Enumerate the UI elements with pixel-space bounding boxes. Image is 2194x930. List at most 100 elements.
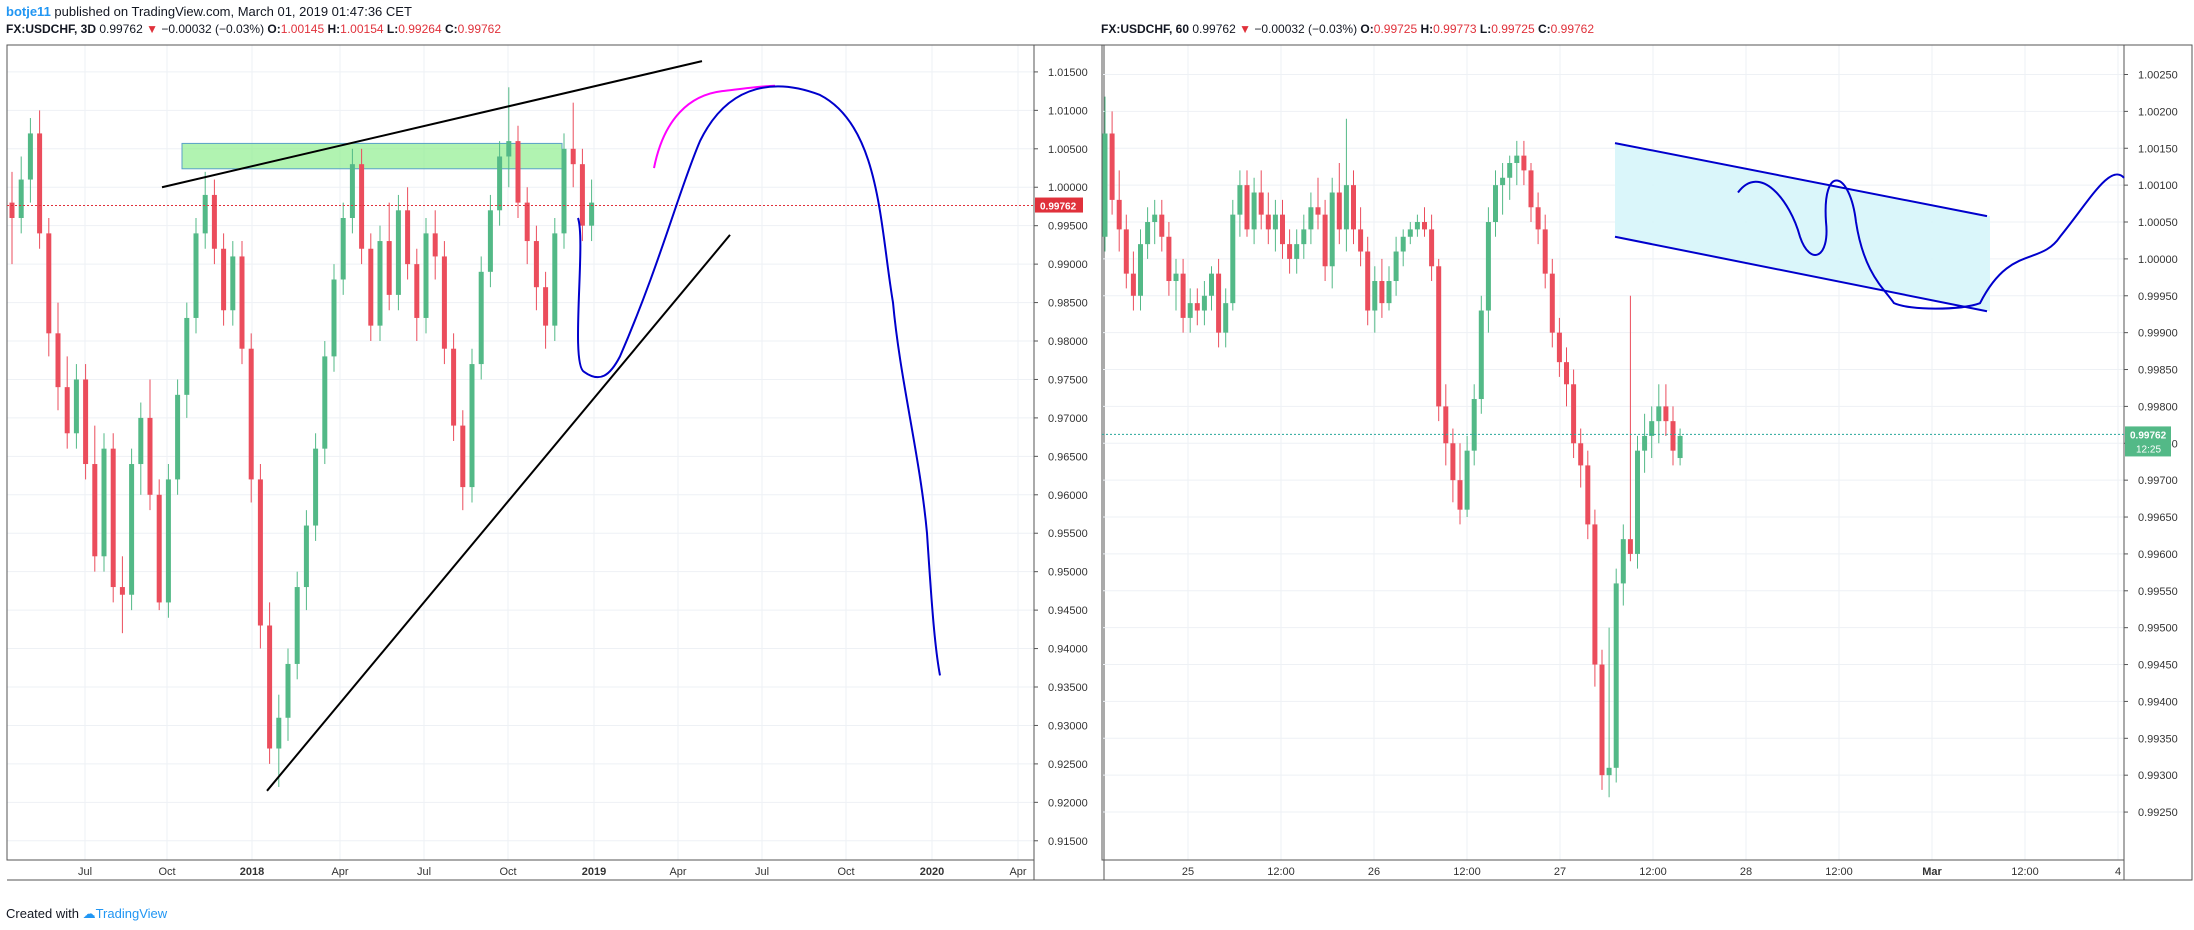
candle-body: [1599, 664, 1605, 776]
candle-body: [1386, 281, 1392, 304]
candle-body: [1209, 273, 1214, 296]
candle-body: [322, 356, 328, 449]
author-link[interactable]: botje11: [6, 4, 51, 19]
candle-body: [1315, 207, 1321, 215]
candle-body: [405, 210, 411, 265]
candle-body: [1280, 214, 1285, 245]
candle-body: [1549, 273, 1555, 333]
candle-body: [313, 448, 319, 526]
candle-body: [487, 210, 493, 272]
y-tick-label: 0.99850: [2138, 365, 2178, 377]
y-tick-label: 0.92500: [1048, 759, 1088, 771]
candle-body: [570, 148, 576, 165]
candle-body: [1379, 281, 1385, 304]
y-tick-label: 0.99650: [2138, 512, 2178, 524]
candle-body: [193, 233, 199, 318]
candle-body: [276, 717, 282, 749]
candle-body: [395, 210, 401, 295]
y-tick-label: 0.99500: [2138, 623, 2178, 635]
candle-body: [1301, 229, 1307, 245]
candle-body: [73, 379, 79, 434]
y-tick-label: 0.99800: [2138, 401, 2178, 413]
candle-body: [1564, 362, 1569, 385]
candle-body: [1635, 450, 1640, 554]
candle-body: [1613, 583, 1619, 768]
candle-body: [1677, 435, 1683, 459]
candle-body: [211, 194, 217, 249]
channel-lower-line: [1614, 235, 1988, 313]
candle-body: [349, 164, 355, 218]
candle-body: [294, 587, 300, 664]
right-open: 0.99725: [1373, 22, 1418, 36]
right-change: −0.00032 (−0.03%): [1254, 22, 1358, 36]
candle-body: [1343, 185, 1349, 230]
candle-body: [221, 248, 227, 311]
candle-body: [1457, 480, 1463, 510]
upper-trendline: [161, 60, 703, 189]
candle-body: [441, 256, 447, 349]
resistance-zone: [181, 142, 563, 170]
candle-body: [1201, 295, 1207, 311]
y-tick-label: 0.99300: [2138, 770, 2178, 782]
y-tick-label: 0.94500: [1048, 605, 1088, 617]
candle-body: [1372, 281, 1378, 311]
candle-body: [46, 233, 52, 334]
y-tick-label: 0.93000: [1048, 720, 1088, 732]
candle-body: [589, 202, 595, 226]
candle-body: [1535, 207, 1541, 230]
projection-path-magenta: [653, 84, 776, 169]
y-tick-label: 0.99000: [1048, 259, 1088, 271]
y-tick-label: 1.00200: [2138, 106, 2178, 118]
x-tick-label: 27: [1554, 866, 1566, 878]
y-tick-label: 0.98000: [1048, 336, 1088, 348]
y-tick-label: 1.01000: [1048, 105, 1088, 117]
y-tick-label: 1.00150: [2138, 143, 2178, 155]
candle-body: [119, 587, 125, 595]
candle-body: [1585, 465, 1591, 525]
y-tick-label: 0.99400: [2138, 696, 2178, 708]
x-tick-label: 12:00: [1825, 866, 1853, 878]
candle-body: [359, 164, 365, 249]
candle-body: [340, 217, 346, 280]
last-price-label: 0.99762: [1040, 202, 1077, 213]
candle-body: [138, 417, 144, 465]
candle-body: [1627, 539, 1633, 554]
down-arrow-icon: ▼: [146, 22, 158, 36]
x-tick-label: Apr: [1009, 866, 1026, 878]
y-tick-label: 0.98500: [1048, 298, 1088, 310]
candle-body: [524, 202, 530, 242]
y-tick-label: 1.00250: [2138, 70, 2178, 82]
y-tick-label: 0.99900: [2138, 328, 2178, 340]
tradingview-logo-icon[interactable]: ☁: [82, 906, 96, 921]
countdown-label: 12:25: [2136, 444, 2161, 455]
x-tick-label: 12:00: [1267, 866, 1295, 878]
y-tick-label: 0.91500: [1048, 836, 1088, 848]
candle-body: [478, 271, 484, 365]
y-tick-label: 0.93500: [1048, 682, 1088, 694]
candle-body: [184, 317, 190, 395]
x-tick-label: Oct: [499, 866, 516, 878]
left-low: 0.99264: [398, 22, 442, 36]
candle-body: [64, 387, 70, 434]
left-open: 1.00145: [280, 22, 325, 36]
candle-body: [1187, 303, 1193, 318]
y-tick-label: 0.99600: [2138, 549, 2178, 561]
candle-body: [460, 425, 466, 488]
candle-body: [239, 256, 245, 349]
candle-body: [451, 348, 457, 426]
left-chart: 1.01500 1.01000 1.00500 1.00000 0.99500 0.990…: [6, 44, 1105, 881]
candle-body: [110, 448, 116, 588]
candle-body: [1500, 177, 1506, 186]
footer-logo-text[interactable]: TradingView: [95, 906, 168, 921]
candle-body: [1493, 185, 1498, 223]
right-low: 0.99725: [1491, 22, 1535, 36]
candle-body: [1443, 406, 1449, 444]
candle-body: [1450, 443, 1456, 481]
y-tick-label: 0.94000: [1048, 644, 1088, 656]
left-change: −0.00032 (−0.03%): [161, 22, 265, 36]
x-tick-label: 2018: [240, 866, 264, 878]
candle-body: [1230, 214, 1236, 304]
candle-body: [1109, 133, 1115, 200]
candle-body: [1578, 443, 1584, 466]
